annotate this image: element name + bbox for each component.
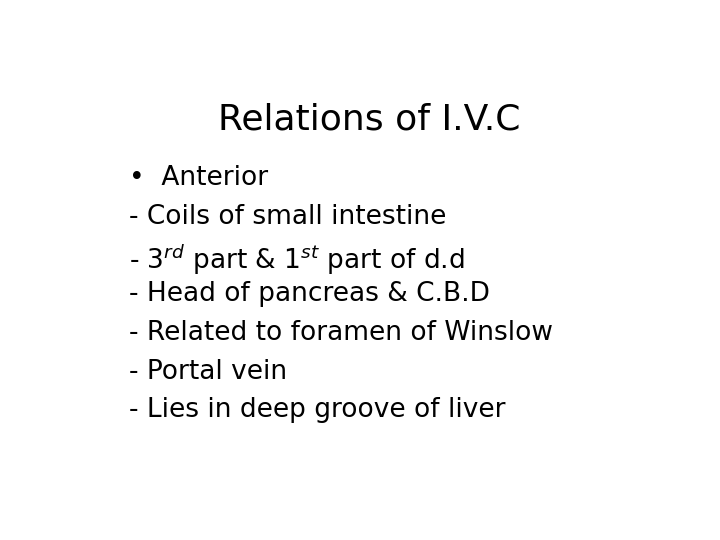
- Text: - Portal vein: - Portal vein: [129, 359, 287, 385]
- Text: - Head of pancreas & C.B.D: - Head of pancreas & C.B.D: [129, 281, 490, 307]
- Text: - 3$^{rd}$ part & 1$^{st}$ part of d.d: - 3$^{rd}$ part & 1$^{st}$ part of d.d: [129, 243, 464, 277]
- Text: Relations of I.V.C: Relations of I.V.C: [217, 102, 521, 136]
- Text: - Lies in deep groove of liver: - Lies in deep groove of liver: [129, 397, 505, 423]
- Text: •  Anterior: • Anterior: [129, 165, 268, 191]
- Text: - Coils of small intestine: - Coils of small intestine: [129, 204, 446, 230]
- Text: - Related to foramen of Winslow: - Related to foramen of Winslow: [129, 320, 553, 346]
